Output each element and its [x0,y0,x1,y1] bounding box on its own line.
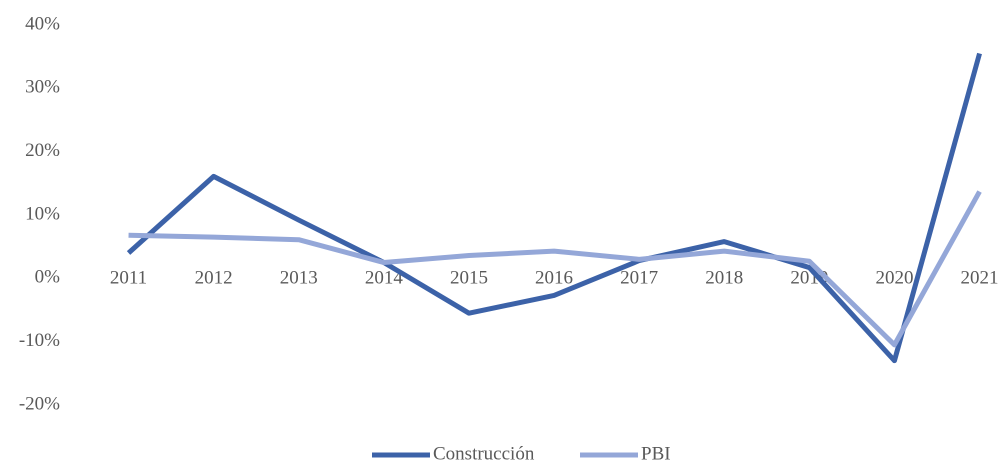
y-tick-label: 40% [25,13,60,34]
x-tick-label: 2011 [110,268,147,289]
legend-label: PBI [641,443,671,464]
x-tick-label: 2012 [195,268,233,289]
series-line [126,52,982,364]
y-tick-label: -10% [19,330,60,351]
y-tick-label: -20% [19,393,60,414]
x-tick-label: 2015 [450,268,488,289]
y-tick-label: 10% [25,203,60,224]
series-line [128,190,982,348]
x-tick-label: 2021 [961,268,999,289]
legend-label: Construcción [433,443,535,464]
x-tick-label: 2014 [365,268,404,289]
y-tick-label: 0% [35,267,61,288]
x-tick-label: 2016 [535,268,573,289]
x-tick-label: 2020 [875,268,913,289]
x-tick-label: 2018 [705,268,743,289]
y-tick-label: 30% [25,77,60,98]
x-tick-label: 2017 [620,268,658,289]
x-tick-label: 2013 [280,268,318,289]
y-tick-label: 20% [25,140,60,161]
